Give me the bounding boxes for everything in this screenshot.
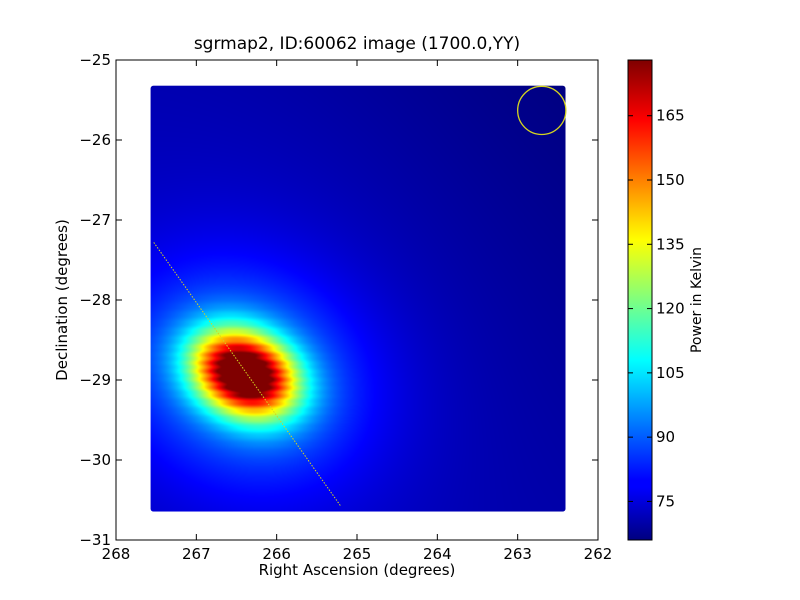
colorbar-label: Power in Kelvin	[689, 246, 705, 354]
chart-title: sgrmap2, ID:60062 image (1700.0,YY)	[193, 34, 521, 54]
circle-marker	[517, 85, 567, 136]
colorbar-tick-label: 90	[656, 428, 675, 446]
y-tick-label: −25	[79, 51, 111, 69]
x-tick-label: 262	[584, 545, 613, 563]
colorbar	[627, 59, 653, 541]
y-tick-label: −31	[79, 531, 111, 549]
colorbar-ticks: 75 90 105 120 135 150 165	[628, 107, 685, 510]
colorbar-tick-label: 135	[656, 235, 685, 253]
x-tick-label: 263	[503, 545, 532, 563]
y-axis-label: Declination (degrees)	[53, 219, 71, 381]
y-tick-label: −26	[79, 131, 111, 149]
y-tick-label: −27	[79, 211, 111, 229]
x-tick-label: 266	[262, 545, 291, 563]
x-axis: 268 267 266 265 264 263 262	[102, 60, 613, 563]
x-axis-label: Right Ascension (degrees)	[258, 561, 456, 579]
colorbar-tick-label: 150	[656, 171, 685, 189]
heatmap-image	[150, 85, 566, 512]
x-tick-label: 264	[423, 545, 452, 563]
colorbar-tick-label: 165	[656, 107, 685, 125]
y-tick-label: −30	[79, 451, 111, 469]
x-tick-label: 267	[182, 545, 211, 563]
x-tick-label: 268	[102, 545, 131, 563]
colorbar-tick-label: 105	[656, 364, 685, 382]
y-tick-label: −28	[79, 291, 111, 309]
colorbar-tick-label: 120	[656, 300, 685, 318]
colorbar-tick-label: 75	[656, 492, 675, 510]
x-tick-label: 265	[343, 545, 372, 563]
y-axis: −25 −26 −27 −28 −29 −30 −31	[79, 51, 598, 549]
y-tick-label: −29	[79, 371, 111, 389]
